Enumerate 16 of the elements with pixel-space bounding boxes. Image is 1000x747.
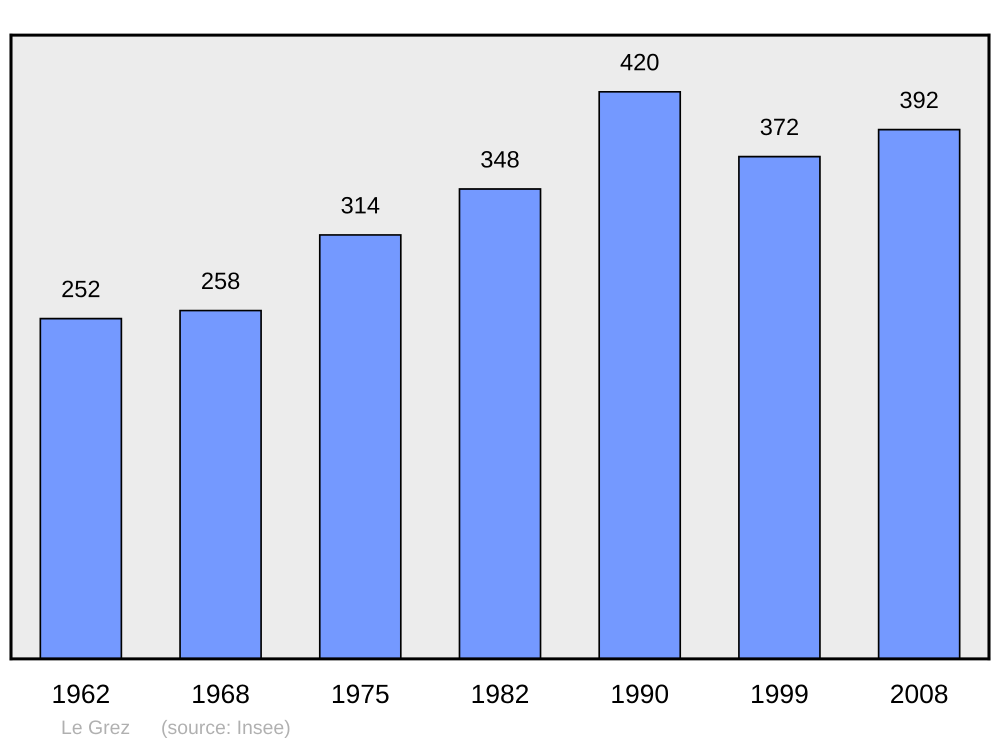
text: Le Grez	[62, 720, 130, 734]
data-label: 372	[760, 118, 798, 136]
data-label: 314	[341, 196, 380, 214]
x-tick-label: 1999	[752, 684, 808, 704]
x-tick-label: 1975	[332, 684, 389, 704]
data-label: 348	[481, 150, 519, 168]
x-tick-label: 1962	[54, 684, 109, 704]
x-tick-label: 1990	[612, 684, 668, 704]
data-label: 420	[620, 54, 658, 70]
data-label: 392	[900, 92, 938, 108]
data-label: 252	[62, 280, 100, 298]
text: (source: Insee)	[162, 720, 290, 738]
x-tick-label: 1982	[472, 684, 528, 704]
x-tick-label: 2008	[891, 684, 948, 704]
data-label: 258	[202, 272, 240, 290]
x-tick-label: 1968	[193, 684, 249, 704]
